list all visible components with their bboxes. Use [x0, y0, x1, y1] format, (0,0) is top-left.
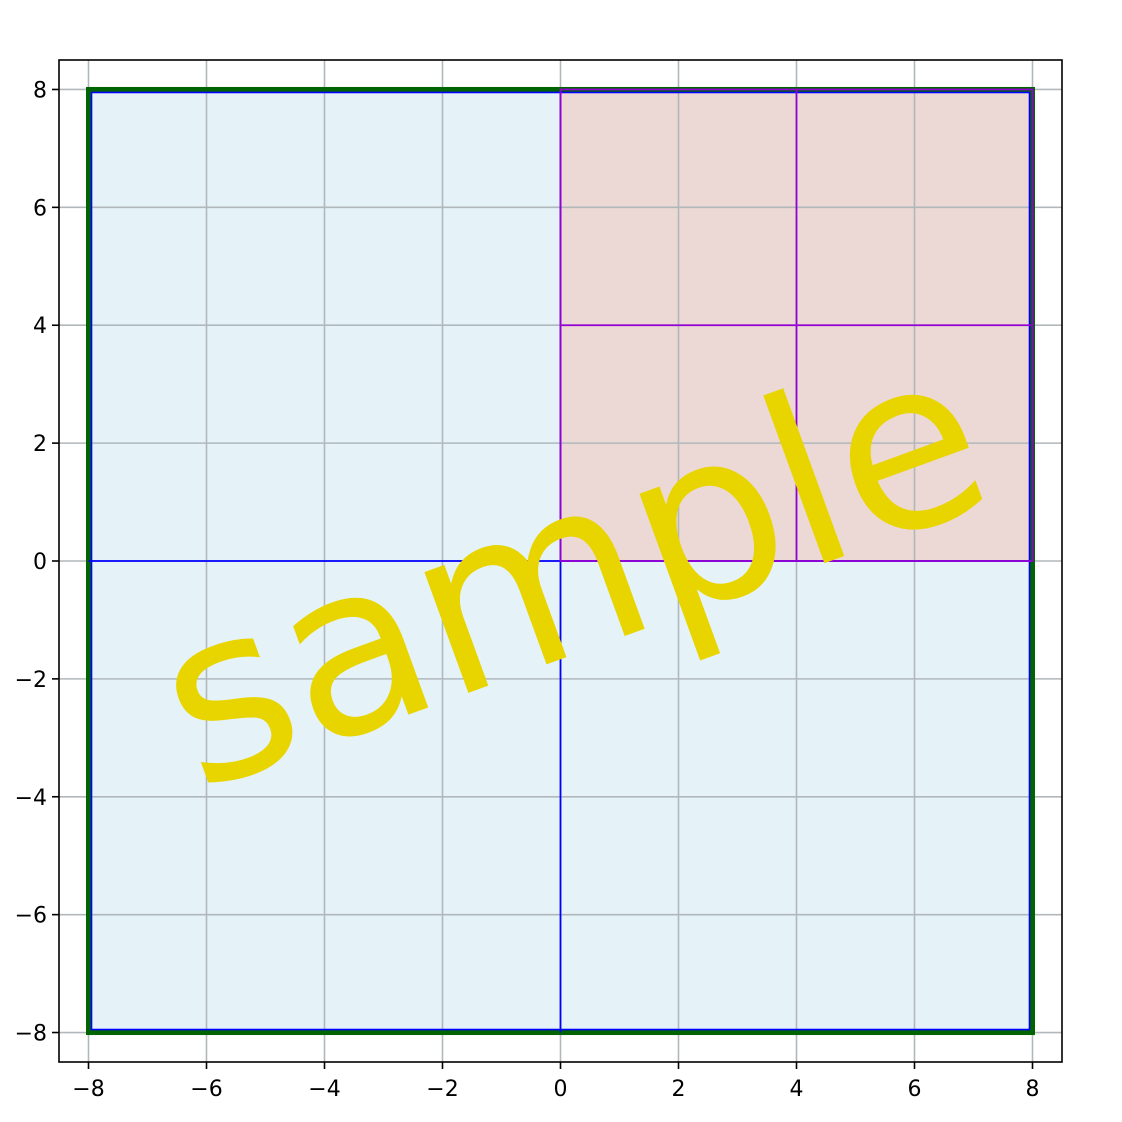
y-tick-label: 2	[33, 432, 47, 457]
y-tick-label: −8	[15, 1022, 47, 1047]
x-tick-label: 2	[672, 1077, 686, 1102]
partition-lines	[86, 86, 1035, 1036]
x-tick-label: −8	[72, 1077, 104, 1102]
x-tick-label: 6	[908, 1077, 922, 1102]
x-tick-label: −4	[308, 1077, 340, 1102]
x-tick-label: −6	[190, 1077, 222, 1102]
tick-marks: −8 −6 −4 −2 0 2 4 6 8 −8 −6 −4 −2 0 2 4 6 8	[15, 78, 1040, 1102]
y-tick-label: −2	[15, 668, 47, 693]
y-tick-label: 8	[33, 78, 47, 103]
y-tick-label: 6	[33, 196, 47, 221]
y-tick-label: −4	[15, 786, 47, 811]
y-tick-label: 4	[33, 314, 47, 339]
x-tick-label: −2	[426, 1077, 458, 1102]
x-tick-label: 8	[1026, 1077, 1040, 1102]
x-tick-label: 4	[790, 1077, 804, 1102]
y-tick-label: −6	[15, 904, 47, 929]
y-tick-label: 0	[33, 550, 47, 575]
x-tick-label: 0	[554, 1077, 568, 1102]
